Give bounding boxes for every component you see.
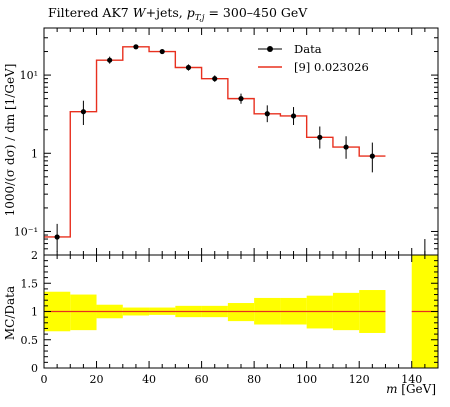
x-axis-label: m [GeV] <box>386 382 436 396</box>
y-axis-label-top: 1000/(σ dσ) / dm [1/GeV] <box>3 64 17 217</box>
data-point <box>185 64 192 71</box>
data-point <box>54 234 60 240</box>
y-tick-label-top: 10⁻¹ <box>14 225 38 238</box>
y-tick-label-bottom: 2 <box>31 249 38 262</box>
data-point <box>107 57 113 63</box>
x-tick-label: 100 <box>296 373 317 386</box>
legend: Data [9] 0.023026 <box>258 42 369 74</box>
x-tick-label: 120 <box>349 373 370 386</box>
main-panel: 10⁻¹ 1 10¹ <box>14 27 439 256</box>
x-tick-label: 140 <box>401 373 422 386</box>
y-axis-label-bottom: MC/Data <box>3 286 17 340</box>
y-tick-label-bottom: 0.5 <box>21 334 39 347</box>
main-panel-frame <box>43 27 439 256</box>
x-tick-label: 0 <box>41 373 48 386</box>
ratio-uncertainty-band <box>70 294 97 331</box>
chart-title: Filtered AK7 W+jets, pT,j = 300–450 GeV <box>48 5 308 23</box>
legend-data-marker <box>267 46 273 52</box>
data-point <box>212 76 218 82</box>
y-tick-label-bottom: 1.5 <box>21 277 39 290</box>
data-point <box>238 96 244 102</box>
legend-data-label: Data <box>294 42 322 56</box>
data-point <box>159 48 165 55</box>
data-point <box>317 134 323 140</box>
data-point <box>343 144 349 150</box>
data-point <box>133 44 139 50</box>
mc-histogram-line <box>44 46 386 238</box>
ratio-panel: 00.511.520 20 40 60 80 100 120 140 <box>21 249 439 386</box>
x-tick-label: 60 <box>195 373 209 386</box>
data-point <box>80 109 86 115</box>
y-tick-label-bottom: 0 <box>31 362 38 375</box>
data-point <box>369 153 375 159</box>
x-tick-label: 20 <box>90 373 104 386</box>
legend-mc-label: [9] 0.023026 <box>294 60 369 74</box>
y-tick-label-top: 1 <box>31 147 38 160</box>
x-tick-label: 40 <box>142 373 156 386</box>
data-point <box>264 111 270 117</box>
x-tick-label: 80 <box>247 373 261 386</box>
y-tick-label-top: 10¹ <box>20 69 38 82</box>
y-tick-label-bottom: 1 <box>31 306 38 319</box>
data-point <box>290 113 297 119</box>
